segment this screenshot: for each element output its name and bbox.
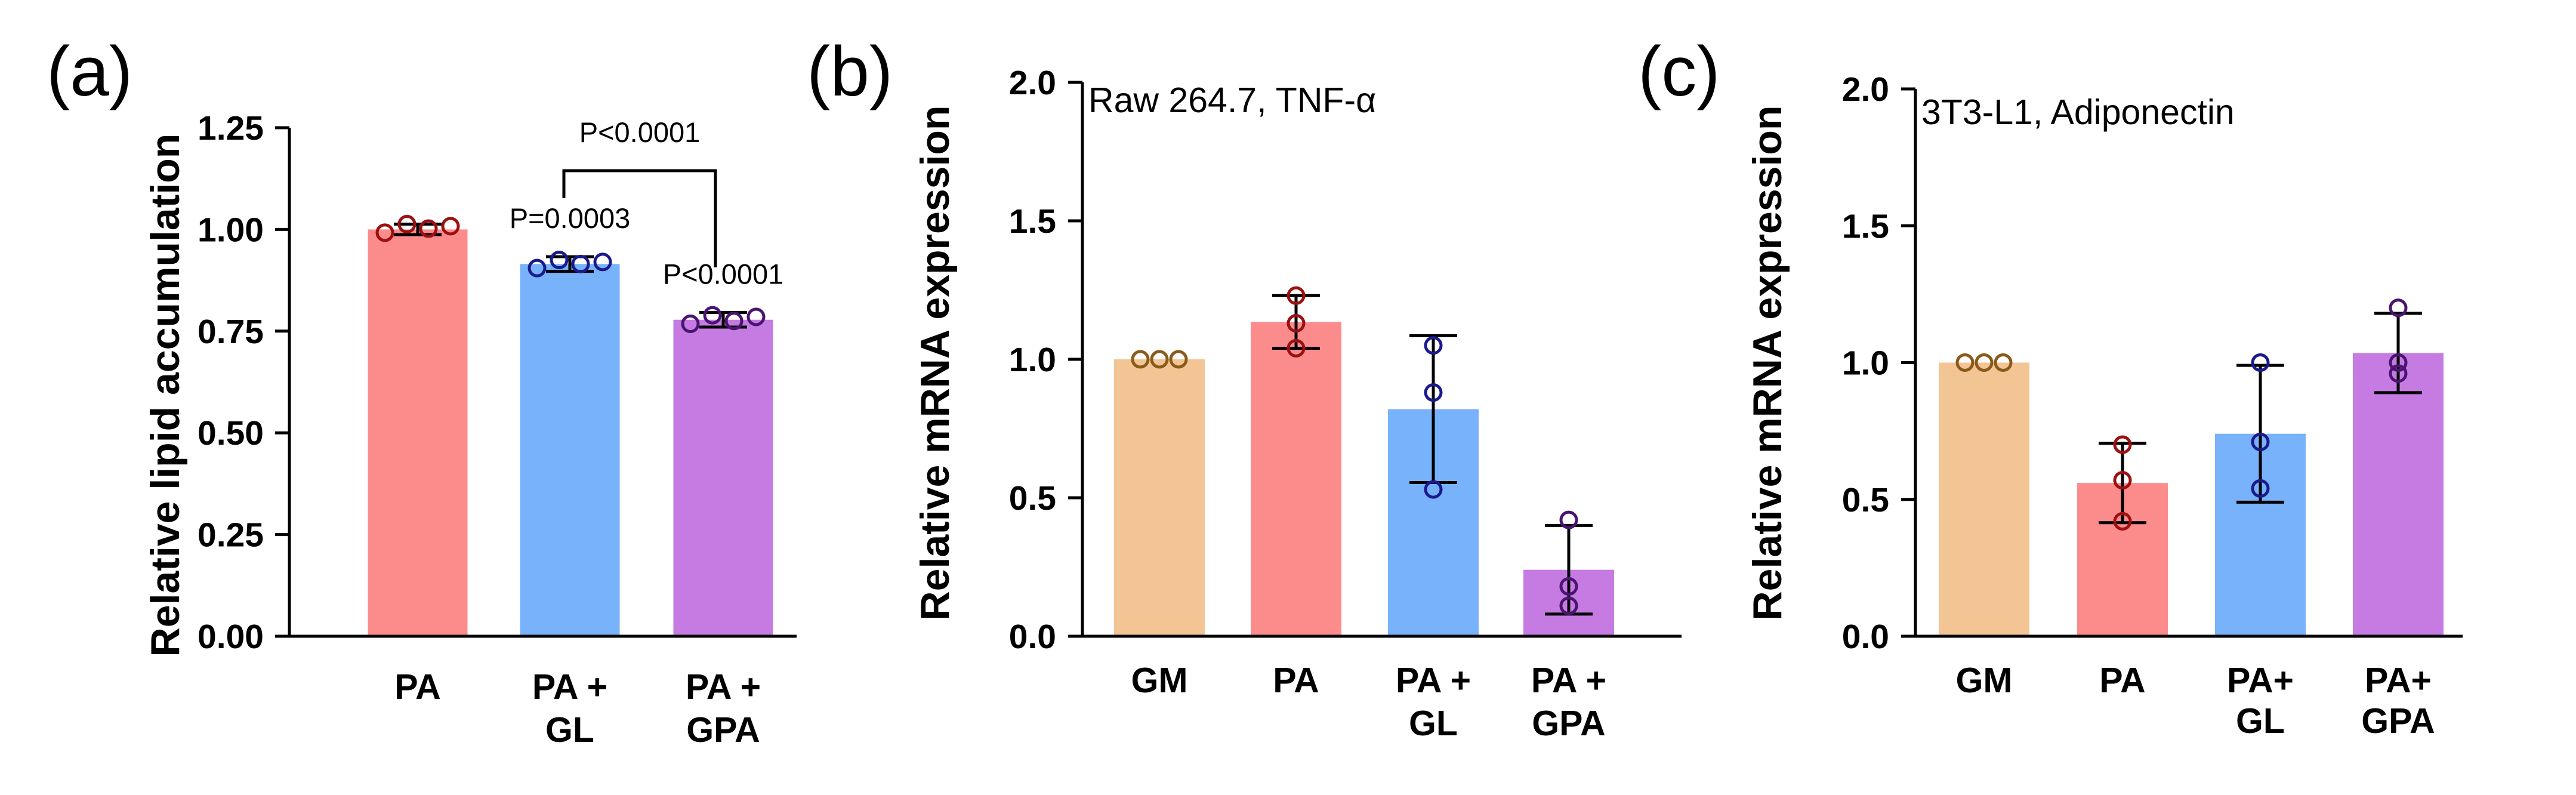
bar — [1251, 322, 1341, 636]
bar — [1939, 362, 2029, 636]
y-tick-label: 0.0 — [1842, 618, 1889, 656]
category-label: GPA — [1532, 704, 1605, 743]
data-point — [2113, 471, 2132, 490]
category-label: PA + — [532, 667, 607, 707]
category-label: PA — [394, 667, 441, 707]
y-tick-label: 0.00 — [198, 618, 264, 656]
data-point — [1559, 510, 1578, 529]
category-label: GPA — [686, 710, 760, 750]
data-point — [1994, 353, 2013, 372]
y-tick-label: 1.5 — [1842, 207, 1889, 245]
data-point — [1169, 350, 1188, 369]
bar — [2353, 353, 2444, 636]
category-label: GL — [545, 710, 594, 750]
data-point — [1559, 577, 1578, 596]
category-label: PA+ — [2227, 661, 2294, 700]
y-tick-label: 1.00 — [198, 211, 264, 249]
p-value-label: P<0.0001 — [663, 258, 784, 289]
data-point — [571, 254, 590, 273]
data-point — [1131, 350, 1150, 369]
data-point — [2113, 511, 2132, 531]
data-point — [441, 217, 460, 236]
data-point — [2389, 364, 2408, 383]
data-point — [1287, 314, 1306, 333]
significance-bracket — [562, 169, 717, 267]
category-label: PA+ — [2365, 661, 2432, 700]
panel-label: (c) — [1638, 32, 1720, 111]
data-point — [1955, 353, 1975, 372]
y-tick-label: 2.0 — [1009, 64, 1056, 102]
y-tick-label: 0.75 — [198, 313, 264, 351]
data-point — [375, 223, 394, 242]
category-label: PA — [2099, 661, 2146, 700]
data-point — [681, 315, 700, 334]
data-point — [2389, 353, 2408, 372]
y-axis-label: Relative mRNA expression — [1745, 106, 1790, 621]
y-tick-label: 1.0 — [1009, 341, 1056, 379]
data-point — [527, 258, 547, 278]
p-value-label: P=0.0003 — [510, 202, 631, 234]
data-point — [397, 215, 417, 234]
data-point — [550, 251, 569, 270]
data-point — [593, 252, 612, 272]
y-axis-label: Relative mRNA expression — [912, 106, 958, 621]
y-tick-label: 0.50 — [198, 414, 264, 452]
data-point — [2389, 298, 2408, 318]
data-point — [2251, 432, 2270, 451]
bar — [1114, 359, 1205, 636]
data-point — [2113, 435, 2132, 454]
y-tick-label: 1.5 — [1009, 202, 1056, 241]
p-value-label: P<0.0001 — [579, 116, 701, 148]
data-point — [2251, 353, 2270, 372]
chart-title: Raw 264.7, TNF-α — [1088, 81, 1376, 120]
category-label: PA + — [1396, 661, 1471, 700]
category-label: PA — [1273, 661, 1319, 700]
data-point — [1287, 286, 1306, 305]
y-tick-label: 1.25 — [198, 109, 264, 147]
category-label: PA + — [1531, 661, 1606, 700]
panel-b: (b) Relative mRNA expression Raw 264.7, TN… — [807, 32, 1682, 743]
data-point — [1287, 338, 1306, 358]
category-label: GM — [1131, 661, 1187, 700]
category-label: GM — [1955, 661, 2012, 700]
data-point — [1424, 383, 1443, 402]
data-point — [2251, 479, 2270, 498]
data-point — [1559, 596, 1578, 615]
category-label: GL — [1409, 704, 1458, 743]
category-label: GPA — [2361, 701, 2435, 741]
data-point — [724, 312, 744, 331]
data-point — [1975, 353, 1994, 372]
data-point — [1424, 336, 1443, 355]
panel-a: (a)Relative lipid accumulation 0.00 0.25 0.… — [47, 32, 797, 750]
panel-label: (b) — [807, 32, 893, 111]
panel-label: (a) — [47, 32, 132, 111]
bar — [673, 319, 773, 636]
category-label: GL — [2236, 701, 2285, 741]
y-tick-label: 0.5 — [1842, 481, 1889, 519]
y-tick-label: 0.25 — [198, 516, 264, 554]
y-axis-label: Relative lipid accumulation — [143, 134, 188, 657]
bar — [520, 264, 620, 636]
category-label: PA + — [686, 667, 761, 707]
data-point — [1424, 480, 1443, 499]
data-point — [419, 219, 438, 238]
y-tick-label: 0.5 — [1009, 479, 1056, 517]
data-point — [703, 306, 722, 325]
panel-c: (c) Relative mRNA expression 3T3-L1, Adipo… — [1638, 32, 2463, 741]
data-point — [746, 307, 766, 326]
y-tick-label: 1.0 — [1842, 344, 1889, 383]
y-tick-label: 2.0 — [1842, 70, 1889, 109]
chart-title: 3T3-L1, Adiponectin — [1921, 93, 2235, 132]
y-tick-label: 0.0 — [1009, 618, 1056, 656]
data-point — [1150, 350, 1169, 369]
bar — [368, 229, 468, 636]
